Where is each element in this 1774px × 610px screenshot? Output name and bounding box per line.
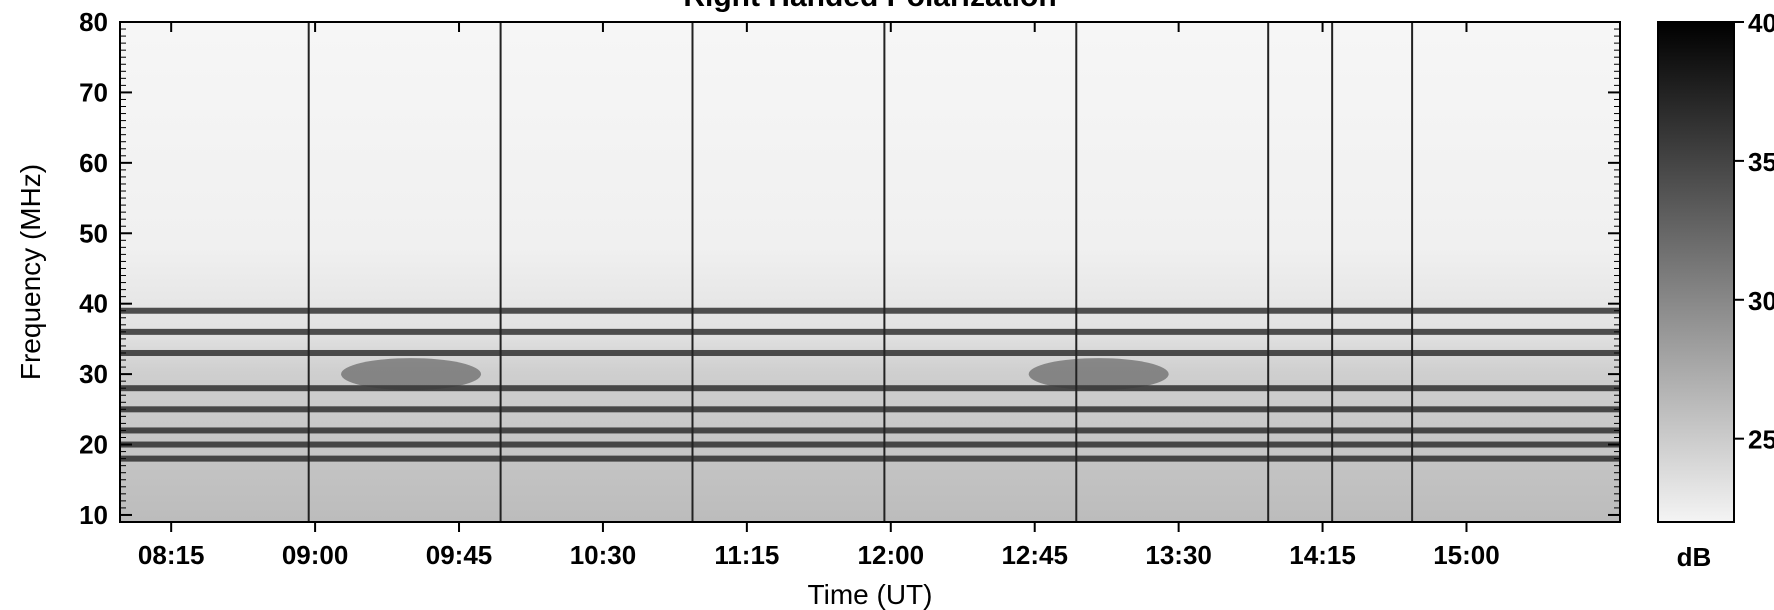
chart-title: Right Handed Polarization bbox=[683, 0, 1056, 13]
dark-band bbox=[120, 349, 1620, 356]
y-tick-label: 60 bbox=[79, 148, 108, 178]
y-tick-label: 50 bbox=[79, 218, 108, 248]
y-axis-label: Frequency (MHz) bbox=[15, 164, 46, 380]
dark-band bbox=[120, 385, 1620, 392]
colorbar-gradient bbox=[1657, 21, 1735, 523]
colorbar-tick-label: 35 bbox=[1748, 147, 1774, 177]
plot-area bbox=[120, 22, 1620, 522]
emission-feature bbox=[341, 358, 482, 391]
y-axis: 10 20 30 40 50 60 70 80 bbox=[79, 7, 1620, 530]
x-axis: 08:15 09:00 09:45 10:30 11:15 12:00 12:45 13:30… bbox=[138, 22, 1500, 570]
dark-band bbox=[120, 427, 1620, 434]
vertical-lines bbox=[307, 22, 1414, 522]
x-tick-label: 09:45 bbox=[426, 540, 493, 570]
x-tick-label: 12:45 bbox=[1001, 540, 1068, 570]
colorbar-tick-label: 30 bbox=[1748, 286, 1774, 316]
x-axis-label: Time (UT) bbox=[808, 579, 933, 610]
x-tick-label: 11:15 bbox=[714, 540, 779, 570]
dark-band bbox=[120, 307, 1620, 314]
x-tick-label: 08:15 bbox=[138, 540, 205, 570]
x-tick-label: 12:00 bbox=[858, 540, 925, 570]
emission-feature bbox=[1028, 358, 1169, 391]
x-tick-label: 09:00 bbox=[282, 540, 349, 570]
y-tick-label: 30 bbox=[79, 359, 108, 389]
dark-band bbox=[120, 406, 1620, 413]
y-tick-label: 70 bbox=[79, 77, 108, 107]
x-tick-label: 10:30 bbox=[570, 540, 637, 570]
colorbar-tick-label: 40 bbox=[1748, 8, 1774, 38]
colorbar-tick-label: 25 bbox=[1748, 425, 1774, 455]
y-tick-label: 40 bbox=[79, 289, 108, 319]
dark-band bbox=[120, 441, 1620, 448]
plot-frame bbox=[119, 21, 1621, 523]
emission-features bbox=[341, 358, 1169, 391]
colorbar-label: dB bbox=[1677, 542, 1712, 572]
x-tick-label: 14:15 bbox=[1289, 540, 1356, 570]
dark-band bbox=[120, 455, 1620, 462]
y-tick-label: 80 bbox=[79, 7, 108, 37]
dark-band bbox=[120, 328, 1620, 335]
y-tick-label: 10 bbox=[79, 500, 108, 530]
frequency-bands bbox=[120, 307, 1620, 462]
colorbar-ticks: 40 35 30 25 bbox=[1734, 8, 1774, 455]
x-tick-label: 13:30 bbox=[1145, 540, 1212, 570]
y-tick-label: 20 bbox=[79, 430, 108, 460]
spectrogram-background bbox=[120, 22, 1620, 522]
x-tick-label: 15:00 bbox=[1433, 540, 1500, 570]
colorbar: 40 35 30 25 dB bbox=[1657, 8, 1774, 572]
